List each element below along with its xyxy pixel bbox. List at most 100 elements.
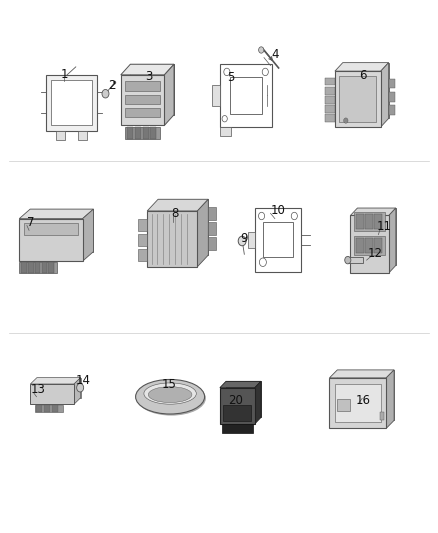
FancyBboxPatch shape — [150, 127, 156, 139]
Circle shape — [291, 212, 297, 220]
Polygon shape — [230, 77, 262, 114]
Polygon shape — [381, 62, 389, 127]
Ellipse shape — [148, 386, 192, 402]
FancyBboxPatch shape — [222, 424, 253, 433]
Polygon shape — [337, 370, 394, 421]
FancyBboxPatch shape — [223, 405, 251, 421]
Text: 14: 14 — [76, 374, 91, 387]
Polygon shape — [226, 381, 261, 417]
Polygon shape — [335, 62, 389, 71]
FancyBboxPatch shape — [24, 223, 78, 235]
FancyBboxPatch shape — [325, 77, 335, 85]
FancyBboxPatch shape — [44, 405, 50, 411]
FancyBboxPatch shape — [42, 262, 47, 273]
FancyBboxPatch shape — [389, 92, 395, 102]
FancyBboxPatch shape — [339, 76, 376, 122]
Circle shape — [222, 116, 227, 122]
Polygon shape — [220, 387, 255, 424]
FancyBboxPatch shape — [325, 104, 335, 112]
Text: 7: 7 — [27, 216, 35, 229]
Polygon shape — [350, 215, 389, 273]
Polygon shape — [164, 64, 174, 125]
Polygon shape — [329, 378, 386, 429]
Polygon shape — [30, 209, 93, 252]
Polygon shape — [30, 377, 81, 384]
Circle shape — [345, 256, 351, 264]
Text: 10: 10 — [271, 204, 286, 217]
Polygon shape — [350, 208, 396, 215]
Circle shape — [259, 258, 266, 266]
FancyBboxPatch shape — [389, 79, 395, 88]
Circle shape — [262, 68, 268, 76]
Circle shape — [77, 383, 84, 392]
FancyBboxPatch shape — [325, 114, 335, 122]
Text: 6: 6 — [359, 69, 366, 82]
Polygon shape — [82, 209, 93, 261]
FancyBboxPatch shape — [35, 262, 40, 273]
FancyBboxPatch shape — [337, 399, 350, 411]
Polygon shape — [248, 232, 255, 248]
Polygon shape — [37, 377, 81, 398]
FancyBboxPatch shape — [380, 413, 384, 421]
FancyBboxPatch shape — [36, 405, 42, 411]
FancyBboxPatch shape — [28, 262, 34, 273]
FancyBboxPatch shape — [19, 262, 57, 273]
FancyBboxPatch shape — [348, 257, 363, 263]
Circle shape — [102, 90, 109, 98]
Circle shape — [344, 118, 348, 123]
FancyBboxPatch shape — [138, 219, 147, 231]
FancyBboxPatch shape — [208, 237, 216, 250]
Polygon shape — [158, 199, 208, 255]
Polygon shape — [220, 127, 231, 136]
Text: 13: 13 — [30, 383, 45, 397]
FancyBboxPatch shape — [325, 95, 335, 103]
Text: 4: 4 — [272, 49, 279, 61]
Ellipse shape — [144, 383, 196, 404]
FancyBboxPatch shape — [356, 238, 364, 253]
FancyBboxPatch shape — [389, 106, 395, 115]
Text: 1: 1 — [61, 68, 68, 80]
Polygon shape — [389, 208, 396, 273]
FancyBboxPatch shape — [56, 131, 65, 140]
Circle shape — [258, 212, 265, 220]
Text: 8: 8 — [171, 207, 178, 220]
Polygon shape — [19, 209, 93, 219]
FancyBboxPatch shape — [125, 81, 160, 91]
Text: 12: 12 — [367, 247, 382, 260]
Polygon shape — [30, 384, 74, 404]
FancyBboxPatch shape — [125, 127, 160, 139]
Polygon shape — [255, 381, 261, 424]
FancyBboxPatch shape — [138, 234, 147, 246]
FancyBboxPatch shape — [35, 405, 63, 411]
Polygon shape — [357, 208, 396, 265]
FancyBboxPatch shape — [374, 238, 382, 253]
Circle shape — [258, 47, 264, 53]
Text: 5: 5 — [227, 71, 234, 84]
FancyBboxPatch shape — [138, 249, 147, 262]
FancyBboxPatch shape — [208, 207, 216, 220]
FancyBboxPatch shape — [143, 127, 149, 139]
Polygon shape — [147, 199, 208, 211]
FancyBboxPatch shape — [135, 127, 141, 139]
Polygon shape — [198, 199, 208, 266]
Polygon shape — [329, 370, 394, 378]
Polygon shape — [131, 64, 174, 115]
Polygon shape — [212, 85, 220, 106]
Circle shape — [238, 236, 246, 246]
Polygon shape — [46, 75, 96, 131]
Polygon shape — [121, 75, 164, 125]
Text: 15: 15 — [161, 378, 176, 391]
FancyBboxPatch shape — [374, 214, 382, 229]
FancyBboxPatch shape — [354, 212, 385, 231]
FancyBboxPatch shape — [48, 262, 54, 273]
Polygon shape — [335, 71, 381, 127]
FancyBboxPatch shape — [127, 127, 134, 139]
Text: 3: 3 — [145, 70, 152, 83]
Text: 9: 9 — [240, 232, 247, 245]
FancyBboxPatch shape — [365, 238, 373, 253]
Circle shape — [113, 81, 116, 84]
Polygon shape — [51, 80, 92, 125]
Circle shape — [224, 68, 230, 76]
Polygon shape — [263, 222, 293, 257]
FancyBboxPatch shape — [365, 214, 373, 229]
